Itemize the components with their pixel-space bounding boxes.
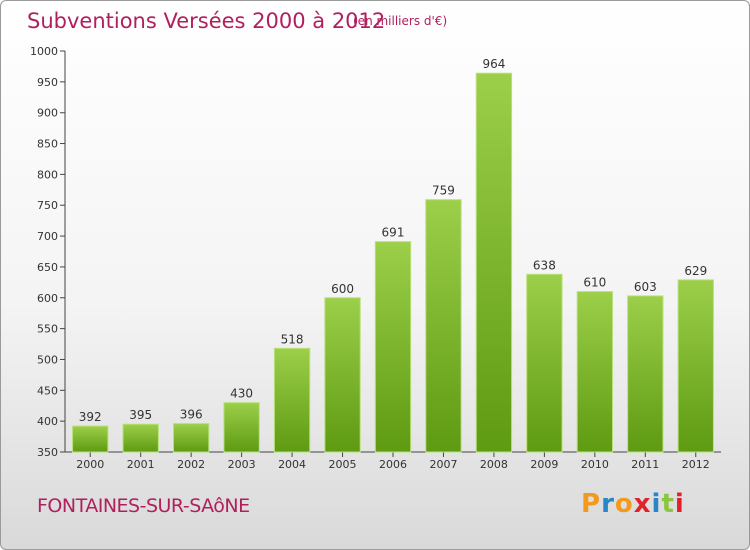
bar-value-label: 395 [129, 408, 152, 422]
y-tick-label: 450 [37, 384, 58, 397]
x-tick-label: 2003 [228, 458, 256, 471]
bar[interactable] [425, 199, 462, 453]
bar[interactable] [172, 423, 210, 453]
x-tick-label: 2006 [379, 458, 407, 471]
y-tick-label: 700 [37, 230, 58, 243]
chart-title: Subventions Versées 2000 à 2012 [27, 9, 386, 33]
y-tick-label: 400 [37, 415, 58, 428]
x-tick-label: 2011 [631, 458, 659, 471]
bar[interactable] [72, 425, 109, 453]
bar[interactable] [526, 273, 563, 453]
x-tick-label: 2001 [127, 458, 155, 471]
x-tick-label: 2010 [581, 458, 609, 471]
bar-value-label: 964 [482, 57, 505, 71]
bar-value-label: 759 [432, 184, 455, 198]
logo-letter: i [651, 489, 662, 519]
x-axis: 2000 2001 2002 2003 2004 2005 2006 2007 2008 2009… [65, 451, 721, 471]
chart-subtitle: (en milliers d'€) [353, 14, 448, 28]
bar-value-label: 603 [634, 280, 657, 294]
logo-letter: i [674, 489, 685, 519]
proxiti-logo[interactable]: Proxiti [581, 489, 685, 519]
bar-value-label: 518 [281, 332, 304, 346]
bar-value-label: 629 [684, 264, 707, 278]
bar[interactable] [475, 72, 513, 453]
y-tick-label: 600 [37, 292, 58, 305]
logo-letter: P [581, 489, 602, 519]
bar-value-label: 600 [331, 282, 354, 296]
y-tick-label: 500 [37, 353, 58, 366]
logo-letter: o [614, 489, 634, 519]
y-axis: 350 400 450 500 550 600 650 700 750 800 850 900 950 1… [30, 45, 66, 459]
bar[interactable] [273, 347, 311, 453]
x-tick-label: 2005 [329, 458, 357, 471]
y-tick-label: 750 [37, 199, 58, 212]
y-tick-label: 800 [37, 168, 58, 181]
logo-letter: r [601, 489, 615, 519]
y-tick-label: 900 [37, 107, 58, 120]
bar[interactable] [122, 423, 159, 453]
bar-value-label: 396 [180, 408, 203, 422]
logo-letter: x [633, 489, 652, 519]
logo-letter: t [661, 489, 675, 519]
bar[interactable] [576, 291, 614, 453]
bar-value-label: 610 [583, 276, 606, 290]
bar[interactable] [324, 297, 361, 453]
x-tick-label: 2002 [177, 458, 205, 471]
x-tick-label: 2007 [429, 458, 457, 471]
x-tick-label: 2008 [480, 458, 508, 471]
x-tick-label: 2004 [278, 458, 306, 471]
bars: 392 395 396 430 518 600 691 759 964 638 610 603 629 [72, 57, 714, 453]
bar-value-label: 691 [382, 226, 405, 240]
bar-value-label: 430 [230, 387, 253, 401]
bar-value-label: 392 [79, 410, 102, 424]
y-tick-label: 850 [37, 138, 58, 151]
y-tick-label: 550 [37, 323, 58, 336]
x-tick-label: 2012 [682, 458, 710, 471]
bar[interactable] [223, 402, 260, 453]
x-tick-label: 2009 [530, 458, 558, 471]
bar-value-label: 638 [533, 258, 556, 272]
y-tick-label: 950 [37, 76, 58, 89]
y-tick-label: 650 [37, 261, 58, 274]
x-tick-label: 2000 [76, 458, 104, 471]
y-tick-label: 1000 [30, 45, 58, 58]
bar[interactable] [374, 241, 412, 453]
bar[interactable] [627, 295, 664, 453]
bar[interactable] [677, 279, 714, 453]
place-name: FONTAINES-SUR-SAôNE [37, 495, 250, 517]
y-tick-label: 350 [37, 446, 58, 459]
